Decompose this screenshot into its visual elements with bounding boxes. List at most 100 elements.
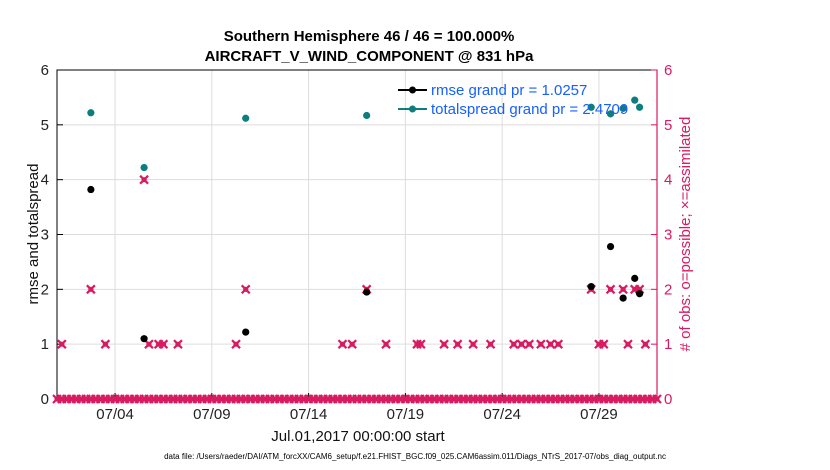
obs-count-point-core — [494, 396, 500, 402]
y-axis-label: rmse and totalspread — [25, 164, 42, 305]
obs-count-point-core — [88, 286, 94, 292]
y-tick-label: 2 — [41, 281, 49, 298]
obs-count-point-core — [78, 396, 84, 402]
obs-count-point-core — [422, 396, 428, 402]
rmse-point — [619, 294, 627, 302]
obs-count-point-core — [418, 341, 424, 347]
obs-count-point-core — [83, 396, 89, 402]
obs-count-point-core — [339, 396, 346, 402]
obs-count-point-core — [156, 341, 162, 347]
obs-count-point-core — [607, 286, 614, 292]
obs-count-point-core — [286, 396, 292, 402]
obs-count-point-core — [122, 396, 128, 402]
obs-count-point-core — [383, 341, 389, 347]
obs-count-point-core — [97, 396, 104, 402]
rmse-point — [140, 335, 148, 343]
obs-count-point-core — [136, 396, 142, 402]
x-tick-label: 07/14 — [290, 406, 328, 423]
obs-count-point-core — [562, 396, 568, 402]
y-tick-label: 6 — [41, 62, 49, 79]
obs-count-point-core — [552, 396, 558, 402]
x-tick-label: 07/24 — [483, 406, 521, 423]
obs-count-point-core — [417, 396, 423, 402]
y-tick-label-right: 6 — [664, 62, 672, 79]
totalspread-point — [140, 164, 148, 172]
rmse-point — [587, 282, 595, 291]
obs-count-point-core — [151, 396, 157, 402]
obs-count-point-core — [383, 396, 389, 402]
legend-label-rmse: rmse grand pr = 1.0257 — [431, 82, 587, 99]
legend: rmse grand pr = 1.0257 totalspread grand… — [398, 82, 628, 118]
obs-count-point-core — [199, 396, 205, 402]
obs-count-point-core — [276, 396, 283, 402]
obs-count-point-core — [511, 341, 517, 347]
obs-count-point-core — [509, 396, 515, 402]
obs-count-point-core — [272, 396, 278, 402]
obs-count-point-core — [325, 396, 331, 402]
obs-count-point-core — [596, 396, 602, 402]
obs-count-point-core — [470, 396, 476, 402]
obs-count-point-core — [126, 396, 133, 402]
obs-count-point-core — [310, 396, 317, 402]
obs-count-point-core — [601, 341, 607, 347]
obs-count-point-core — [547, 396, 554, 402]
y-tick-label-right: 2 — [664, 281, 672, 298]
obs-count-point-core — [470, 341, 476, 347]
obs-count-point-core — [131, 396, 138, 402]
obs-count-point-core — [620, 286, 626, 292]
obs-count-point-core — [543, 396, 549, 402]
rmse-point — [87, 185, 95, 194]
chart-title: Southern Hemisphere 46 / 46 = 100.000% — [224, 28, 515, 45]
obs-count-point-core — [426, 396, 433, 402]
left-tick-labels: 0 1 2 3 4 5 6 — [41, 62, 49, 408]
obs-count-point-core — [533, 396, 539, 402]
obs-count-point-core — [441, 341, 447, 347]
obs-count-point-core — [610, 396, 617, 402]
obs-count-point-core — [654, 396, 660, 402]
y-tick-label: 4 — [41, 172, 49, 189]
obs-count-point-core — [630, 396, 636, 402]
obs-count-point-core — [555, 341, 561, 347]
obs-count-point-core — [378, 396, 384, 402]
series-rmse — [87, 185, 644, 343]
obs-count-point-core — [397, 396, 404, 402]
obs-count-point-core — [252, 396, 258, 402]
obs-count-point-core — [218, 396, 225, 402]
totalspread-point — [87, 109, 95, 117]
obs-count-point-core — [146, 396, 152, 402]
obs-count-point-core — [349, 396, 355, 402]
obs-count-point-core — [485, 396, 491, 402]
obs-count-point-core — [586, 396, 592, 402]
obs-count-point-core — [402, 396, 408, 402]
obs-count-point-core — [576, 396, 583, 402]
obs-count-point-core — [601, 396, 607, 402]
obs-count-point-core — [644, 396, 650, 402]
obs-count-point-core — [306, 396, 312, 402]
obs-count-point-core — [635, 396, 641, 402]
obs-count-point-core — [102, 396, 108, 402]
obs-count-point-core — [204, 396, 210, 402]
obs-count-point-core — [267, 396, 273, 402]
obs-count-point-core — [257, 396, 263, 402]
rmse-point — [635, 290, 644, 298]
right-tick-labels: 0 1 2 3 4 5 6 — [664, 62, 672, 408]
obs-count-point-core — [518, 396, 525, 402]
obs-count-point-core — [451, 396, 457, 402]
obs-count-point-core — [330, 396, 336, 402]
obs-count-point-core — [480, 396, 486, 402]
obs-count-point-core — [102, 341, 108, 347]
rmse-point — [606, 242, 615, 251]
obs-count-point-core — [625, 341, 631, 347]
obs-count-point-core — [262, 396, 268, 402]
obs-count-point-core — [243, 286, 249, 292]
x-tick-labels: 07/04 07/09 07/14 07/19 07/24 07/29 — [96, 406, 617, 423]
obs-count-point-core — [606, 396, 612, 402]
obs-count-point-core — [175, 341, 181, 347]
legend-marker-totalspread — [409, 105, 416, 113]
obs-count-point-core — [141, 396, 147, 402]
obs-count-point-core — [359, 396, 365, 402]
y-axis-label-right: # of obs: o=possible; ×=assimilated — [677, 117, 694, 352]
x-tick-label: 07/19 — [387, 406, 425, 423]
obs-count-point-core — [639, 396, 646, 402]
obs-count-point-core — [160, 396, 167, 402]
